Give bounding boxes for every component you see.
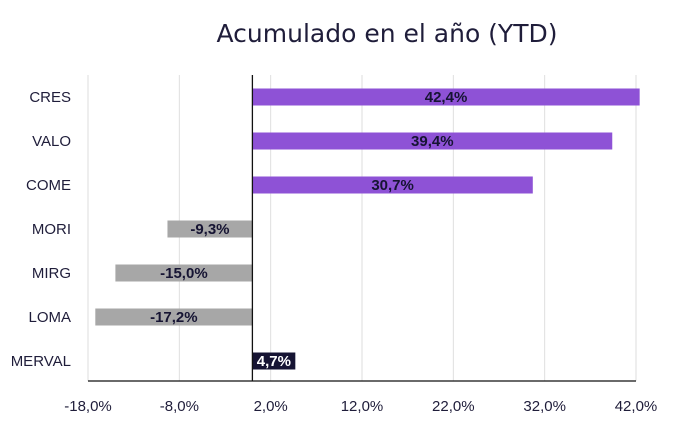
x-tick-label: 2,0% — [254, 398, 288, 415]
data-label: -9,3% — [190, 221, 229, 238]
category-label: MERVAL — [11, 353, 71, 370]
data-label: -17,2% — [150, 309, 198, 326]
bar — [252, 88, 640, 106]
x-tick-label: 12,0% — [341, 398, 384, 415]
bars — [95, 88, 640, 370]
category-label: MORI — [32, 221, 71, 238]
category-label: LOMA — [28, 309, 71, 326]
data-label: 30,7% — [371, 177, 414, 194]
category-label: MIRG — [32, 265, 71, 282]
chart-title: Acumulado en el año (YTD) — [217, 19, 558, 48]
category-label: VALO — [32, 133, 71, 150]
data-label: 42,4% — [425, 89, 468, 106]
bar — [167, 220, 253, 238]
bar — [95, 308, 253, 326]
bar — [252, 132, 613, 150]
x-tick-label: 32,0% — [523, 398, 566, 415]
x-tick-label: 42,0% — [615, 398, 658, 415]
axes — [88, 75, 636, 382]
bar — [252, 176, 533, 194]
data-label: -15,0% — [160, 265, 208, 282]
data-label: 39,4% — [411, 133, 454, 150]
category-label: CRES — [29, 89, 71, 106]
bar — [252, 352, 296, 370]
category-label: COME — [26, 177, 71, 194]
x-tick-label: -8,0% — [160, 398, 199, 415]
data-label: 4,7% — [257, 353, 291, 370]
x-tick-label: 22,0% — [432, 398, 475, 415]
labels: -18,0% -8,0% 2,0% 12,0% 22,0% 32,0% 42,0% CRES 4… — [11, 89, 658, 415]
x-tick-label: -18,0% — [64, 398, 112, 415]
bar — [115, 264, 253, 282]
gridlines — [87, 75, 637, 381]
